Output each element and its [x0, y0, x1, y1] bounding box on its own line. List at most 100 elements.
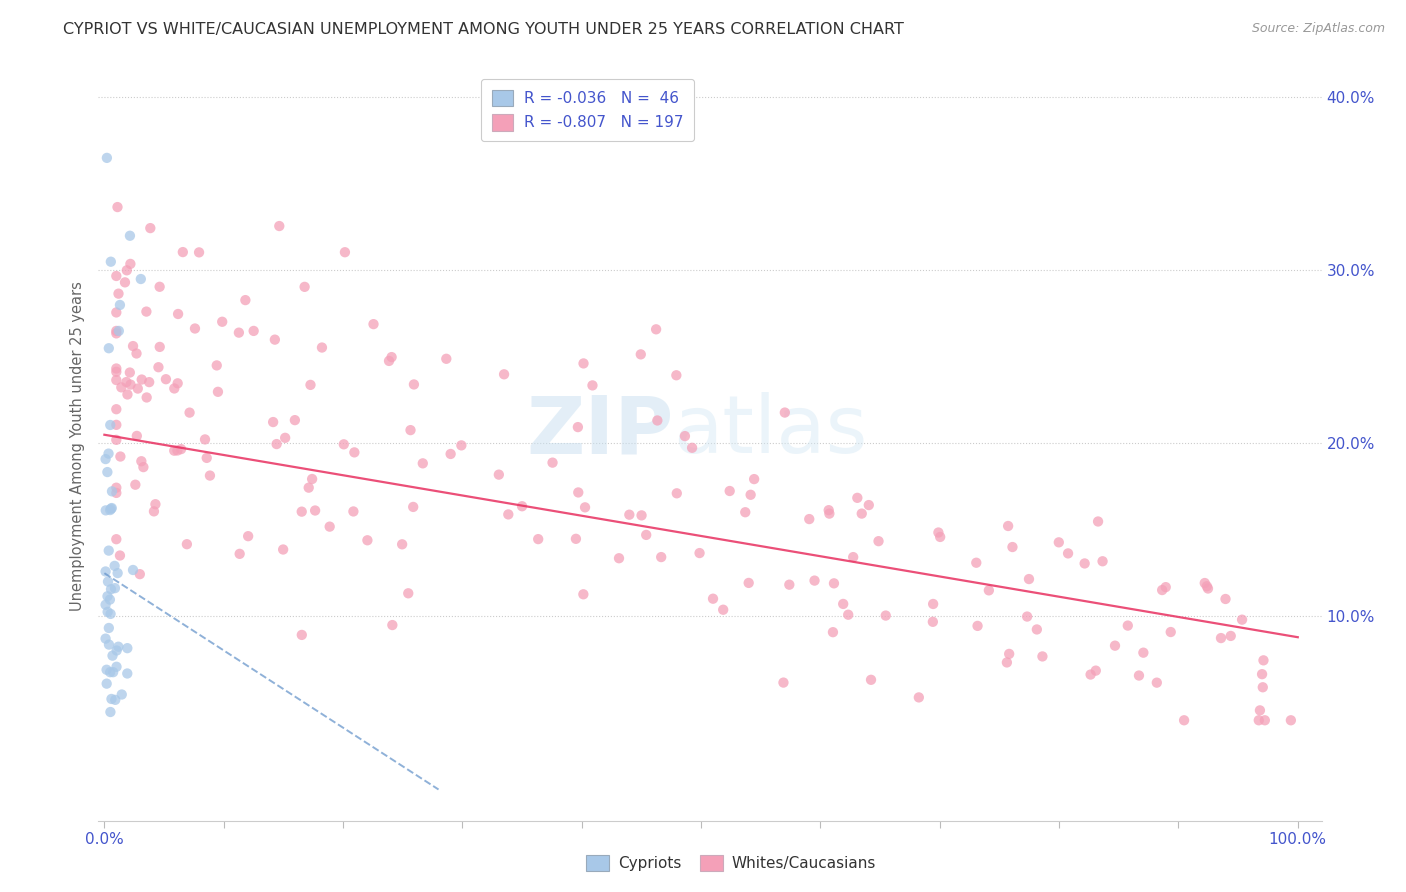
Point: [440, 447, 463, 461]
Point: [434, 351, 457, 366]
Point: [1209, 631, 1232, 645]
Point: [1251, 667, 1274, 681]
Point: [122, 339, 145, 353]
Point: [908, 690, 931, 705]
Point: [1132, 646, 1154, 660]
Point: [105, 268, 128, 283]
Point: [1173, 713, 1195, 727]
Point: [105, 532, 128, 546]
Point: [572, 356, 595, 370]
Point: [665, 368, 688, 383]
Point: [98, 503, 121, 517]
Point: [100, 501, 122, 516]
Point: [1087, 515, 1109, 529]
Point: [572, 587, 595, 601]
Point: [138, 375, 160, 389]
Point: [139, 221, 162, 235]
Point: [1116, 618, 1139, 632]
Point: [115, 263, 138, 277]
Point: [107, 566, 129, 580]
Point: [107, 286, 129, 301]
Point: [740, 488, 762, 502]
Point: [567, 485, 589, 500]
Point: [291, 628, 314, 642]
Point: [381, 618, 404, 632]
Point: [997, 519, 1019, 533]
Point: [105, 324, 128, 338]
Point: [858, 498, 880, 512]
Point: [105, 326, 128, 341]
Point: [142, 504, 165, 518]
Point: [772, 675, 794, 690]
Point: [922, 597, 945, 611]
Point: [1017, 609, 1039, 624]
Point: [131, 454, 153, 468]
Point: [1215, 592, 1237, 607]
Point: [1091, 554, 1114, 568]
Point: [132, 460, 155, 475]
Point: [510, 500, 533, 514]
Point: [228, 547, 250, 561]
Point: [263, 333, 285, 347]
Point: [101, 648, 124, 663]
Point: [145, 497, 167, 511]
Point: [929, 530, 952, 544]
Point: [271, 542, 294, 557]
Point: [1080, 667, 1102, 681]
Point: [149, 280, 172, 294]
Point: [195, 450, 218, 465]
Point: [378, 354, 401, 368]
Point: [105, 643, 128, 657]
Point: [342, 504, 364, 518]
Point: [100, 705, 122, 719]
Point: [105, 481, 128, 495]
Point: [1104, 639, 1126, 653]
Point: [101, 484, 124, 499]
Point: [98, 638, 121, 652]
Point: [135, 391, 157, 405]
Point: [1146, 675, 1168, 690]
Point: [97, 447, 120, 461]
Point: [100, 692, 122, 706]
Point: [1073, 557, 1095, 571]
Point: [619, 508, 641, 522]
Text: ZIP: ZIP: [526, 392, 673, 470]
Point: [128, 567, 150, 582]
Point: [105, 486, 128, 500]
Point: [125, 346, 148, 360]
Point: [927, 525, 949, 540]
Text: CYPRIOT VS WHITE/CAUCASIAN UNEMPLOYMENT AMONG YOUTH UNDER 25 YEARS CORRELATION C: CYPRIOT VS WHITE/CAUCASIAN UNEMPLOYMENT …: [63, 22, 904, 37]
Point: [155, 372, 177, 386]
Point: [488, 467, 510, 482]
Point: [101, 665, 124, 680]
Point: [333, 245, 356, 260]
Point: [94, 503, 117, 517]
Point: [105, 402, 128, 417]
Point: [294, 280, 316, 294]
Point: [211, 315, 233, 329]
Point: [167, 307, 190, 321]
Point: [179, 406, 201, 420]
Point: [198, 468, 221, 483]
Point: [301, 472, 323, 486]
Point: [1057, 546, 1080, 560]
Point: [105, 417, 128, 432]
Point: [803, 574, 825, 588]
Point: [125, 429, 148, 443]
Point: [565, 532, 588, 546]
Point: [817, 503, 839, 517]
Point: [402, 500, 425, 514]
Point: [110, 380, 132, 394]
Point: [681, 441, 703, 455]
Point: [673, 429, 696, 443]
Point: [235, 293, 257, 307]
Point: [966, 619, 988, 633]
Point: [299, 377, 322, 392]
Point: [242, 324, 264, 338]
Point: [734, 505, 756, 519]
Point: [98, 417, 121, 432]
Point: [291, 505, 314, 519]
Point: [1197, 582, 1219, 596]
Point: [117, 666, 139, 681]
Point: [104, 558, 127, 573]
